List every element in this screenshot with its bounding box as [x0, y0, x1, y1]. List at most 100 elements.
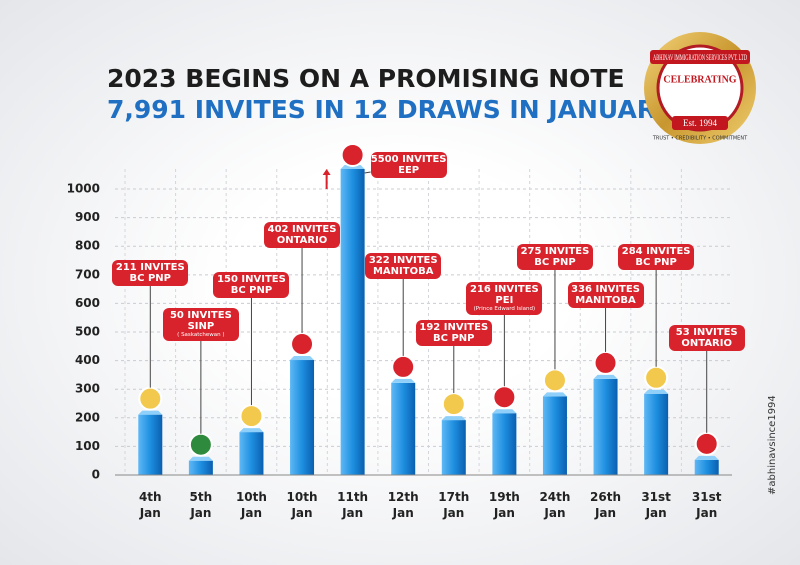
- bar: [441, 420, 466, 475]
- value-label: 150 INVITES: [217, 274, 286, 285]
- flag: [694, 431, 719, 456]
- bar-top: [239, 428, 264, 433]
- value-label: 5500 INVITES: [370, 154, 447, 165]
- x-tick-label: 26th Jan: [590, 490, 622, 520]
- x-tick-label: 5th Jan: [189, 490, 213, 520]
- program-label: BC PNP: [534, 257, 576, 268]
- program-label: MANITOBA: [372, 266, 434, 277]
- y-tick-label: 300: [75, 382, 100, 396]
- flag: [644, 365, 669, 390]
- program-note: (Prince Edward Island): [473, 306, 536, 312]
- program-label: ONTARIO: [276, 235, 328, 246]
- bar-top: [441, 416, 466, 421]
- bar-top: [542, 392, 567, 397]
- flag: [391, 354, 416, 379]
- bar-top: [290, 356, 315, 361]
- value-label: 192 INVITES: [419, 322, 489, 333]
- overflow-arrow-head: [322, 169, 331, 175]
- x-tick-label: 12th Jan: [387, 490, 419, 520]
- program-label: BC PNP: [635, 257, 677, 268]
- bar-top: [644, 389, 669, 394]
- value-label-box: 150 INVITES BC PNP: [213, 272, 290, 298]
- y-tick-label: 900: [75, 210, 100, 224]
- value-label-box: 216 INVITES PEI (Prince Edward Island): [466, 282, 543, 315]
- x-tick-label: 24th Jan: [539, 490, 571, 520]
- flag: [138, 386, 163, 411]
- bar: [694, 459, 719, 475]
- bar: [138, 414, 163, 475]
- x-tick-label: 31st Jan: [691, 490, 722, 520]
- subtitle: 7,991 INVITES IN 12 DRAWS IN JANUARY: [107, 95, 674, 124]
- flag: [340, 143, 365, 167]
- bar: [239, 432, 264, 475]
- value-label: 275 INVITES: [520, 246, 590, 257]
- program-label: SINP: [187, 321, 215, 332]
- value-label: 53 INVITES: [675, 327, 738, 338]
- hashtag: #abhinavsince1994: [767, 395, 778, 495]
- flag: [290, 332, 315, 357]
- x-tick-label: 31st Jan: [641, 490, 671, 520]
- bar-top: [694, 455, 719, 460]
- value-label: 336 INVITES: [571, 284, 640, 295]
- value-label-box: 5500 INVITES EEP: [370, 152, 447, 178]
- bar-top: [593, 374, 618, 379]
- value-label: 284 INVITES: [621, 246, 691, 257]
- x-tick-label: 4th Jan: [138, 490, 162, 520]
- y-tick-label: 400: [75, 353, 100, 367]
- value-label-box: 336 INVITES MANITOBA: [567, 282, 644, 308]
- logo: ABHINAV IMMIGRATION SERVICES PVT. LTD CE…: [644, 32, 756, 144]
- bar: [542, 396, 567, 475]
- value-label: 50 INVITES: [169, 310, 232, 321]
- connector: [364, 171, 371, 174]
- x-tick-label: 17th Jan: [438, 490, 470, 520]
- program-label: ONTARIO: [681, 338, 732, 349]
- value-label-box: 275 INVITES BC PNP: [516, 244, 593, 270]
- y-tick-label: 500: [75, 325, 100, 339]
- value-label-box: 322 INVITES MANITOBA: [365, 253, 442, 279]
- program-label: EEP: [398, 165, 420, 176]
- value-label-box: 284 INVITES BC PNP: [618, 244, 695, 270]
- title: 2023 BEGINS ON A PROMISING NOTE: [107, 64, 625, 93]
- logo-motto: TRUST • CREDIBILITY • COMMITMENT: [652, 136, 748, 142]
- value-label-box: 402 INVITES ONTARIO: [264, 222, 341, 248]
- flag: [188, 432, 213, 457]
- x-tick-label: 10th Jan: [235, 490, 267, 520]
- bar: [644, 393, 669, 475]
- flag: [492, 385, 517, 410]
- value-label: 211 INVITES: [115, 262, 185, 273]
- bar-top: [391, 378, 416, 383]
- program-note: ( Saskatchewan ): [177, 332, 225, 338]
- bar: [492, 413, 517, 475]
- bar: [290, 360, 315, 475]
- flag: [239, 404, 264, 429]
- program-label: MANITOBA: [575, 295, 636, 306]
- value-label-box: 53 INVITES ONTARIO: [668, 325, 745, 351]
- value-label: 402 INVITES: [267, 224, 337, 235]
- logo-company: ABHINAV IMMIGRATION SERVICES PVT. LTD: [653, 53, 747, 62]
- flag: [593, 350, 618, 375]
- y-tick-label: 600: [75, 296, 100, 310]
- bar-top: [492, 409, 517, 414]
- y-tick-label: 1000: [67, 182, 100, 196]
- y-tick-label: 100: [75, 439, 100, 453]
- value-label: 216 INVITES: [469, 284, 539, 295]
- y-tick-label: 700: [75, 267, 100, 281]
- program-label: PEI: [495, 295, 514, 306]
- x-tick-label: 10th Jan: [286, 490, 318, 520]
- bar: [188, 460, 213, 475]
- flag: [441, 392, 466, 417]
- bar: [391, 382, 416, 475]
- program-label: BC PNP: [230, 285, 273, 296]
- bar: [340, 169, 365, 475]
- logo-banner: [650, 50, 750, 64]
- y-tick-label: 800: [75, 239, 100, 253]
- logo-est-bg: [672, 116, 728, 130]
- value-label-box: 50 INVITES SINP( Saskatchewan ): [162, 308, 239, 341]
- program-label: BC PNP: [433, 333, 475, 344]
- bar-top: [138, 410, 163, 415]
- bar-top: [188, 456, 213, 461]
- value-label-box: 192 INVITES BC PNP: [415, 320, 492, 346]
- bar: [593, 378, 618, 475]
